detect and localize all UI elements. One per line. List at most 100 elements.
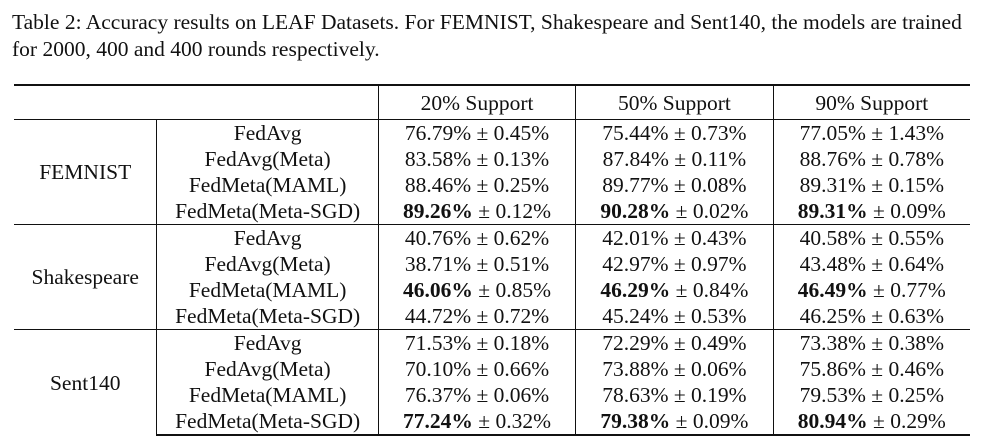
accuracy-std: 0.43% — [691, 226, 747, 250]
plus-minus-sign: ± — [675, 199, 688, 223]
plus-minus-sign: ± — [871, 173, 884, 197]
plus-minus-sign: ± — [476, 331, 489, 355]
accuracy-cell: 77.24% ± 0.32% — [377, 408, 576, 436]
accuracy-std: 0.06% — [691, 357, 747, 381]
accuracy-mean: 75.44% — [602, 121, 669, 145]
table-body: FEMNIST FedAvg 76.79% ± 0.45% 75.44% ± 0.73… — [14, 119, 970, 436]
table-row: FedMeta(MAML) 76.37% ± 0.06% 78.63% ± 0.19… — [14, 382, 970, 408]
plus-minus-sign: ± — [673, 383, 686, 407]
accuracy-std: 0.13% — [493, 147, 550, 171]
table-row: FEMNIST FedAvg 76.79% ± 0.45% 75.44% ± 0.73… — [14, 119, 970, 225]
method-name: FedMeta(Meta-SGD) — [156, 303, 379, 330]
accuracy-cell: 89.77% ± 0.08% — [575, 172, 774, 198]
method-name: FedMeta(MAML) — [156, 277, 379, 303]
accuracy-cell: 70.10% ± 0.66% — [377, 356, 576, 382]
accuracy-cell: 44.72% ± 0.72% — [377, 303, 576, 330]
accuracy-mean: 87.84% — [602, 147, 669, 171]
method-name: FedMeta(Meta-SGD) — [156, 408, 379, 436]
accuracy-std: 0.32% — [495, 409, 551, 433]
plus-minus-sign: ± — [871, 331, 884, 355]
accuracy-cell: 72.29% ± 0.49% — [575, 329, 774, 356]
accuracy-mean: 42.97% — [602, 252, 669, 276]
plus-minus-sign: ± — [674, 147, 687, 171]
accuracy-std: 0.02% — [692, 199, 749, 223]
accuracy-std: 0.63% — [888, 304, 944, 328]
header-col-20-support: 20% Support — [377, 84, 576, 120]
accuracy-cell: 75.86% ± 0.46% — [772, 356, 970, 382]
accuracy-std: 0.12% — [495, 199, 551, 223]
plus-minus-sign: ± — [675, 409, 688, 433]
plus-minus-sign: ± — [476, 173, 489, 197]
method-name: FedAvg(Meta) — [156, 251, 379, 277]
accuracy-mean: 73.38% — [799, 331, 866, 355]
accuracy-mean: 42.01% — [602, 226, 669, 250]
accuracy-std: 0.72% — [493, 304, 550, 328]
accuracy-cell: 43.48% ± 0.64% — [772, 251, 970, 277]
table-row: Sent140 FedAvg 71.53% ± 0.18% 72.29% ± 0.49… — [14, 329, 970, 435]
plus-minus-sign: ± — [871, 383, 884, 407]
plus-minus-sign: ± — [871, 357, 884, 381]
method-name: FedAvg — [156, 224, 379, 251]
accuracy-std: 0.29% — [890, 409, 946, 433]
accuracy-mean: 38.71% — [404, 252, 472, 276]
accuracy-std: 0.62% — [493, 226, 550, 250]
accuracy-std: 0.19% — [691, 383, 747, 407]
accuracy-cell: 40.76% ± 0.62% — [377, 224, 576, 251]
table-caption: Table 2: Accuracy results on LEAF Datase… — [12, 10, 962, 61]
header-row: 20% Support 50% Support 90% Support — [14, 84, 970, 120]
accuracy-cell: 89.26% ± 0.12% — [377, 198, 576, 225]
plus-minus-sign: ± — [476, 147, 489, 171]
accuracy-cell: 89.31% ± 0.09% — [772, 198, 970, 225]
accuracy-mean: 71.53% — [404, 331, 472, 355]
accuracy-mean: 40.76% — [404, 226, 472, 250]
accuracy-cell: 46.25% ± 0.63% — [772, 303, 970, 330]
accuracy-mean: 89.26% — [403, 199, 473, 223]
table-header: 20% Support 50% Support 90% Support — [14, 84, 970, 120]
dataset-name: Shakespeare — [14, 224, 157, 330]
plus-minus-sign: ± — [873, 278, 885, 302]
accuracy-cell: 73.88% ± 0.06% — [575, 356, 774, 382]
accuracy-cell: 77.05% ± 1.43% — [772, 119, 970, 146]
plus-minus-sign: ± — [478, 199, 491, 223]
accuracy-std: 0.38% — [888, 331, 944, 355]
accuracy-cell: 73.38% ± 0.38% — [772, 329, 970, 356]
accuracy-std: 0.64% — [888, 252, 944, 276]
plus-minus-sign: ± — [476, 252, 489, 276]
method-name: FedMeta(Meta-SGD) — [156, 198, 379, 225]
accuracy-mean: 73.88% — [602, 357, 669, 381]
table-row: FedAvg(Meta) 38.71% ± 0.51% 42.97% ± 0.97%… — [14, 251, 970, 277]
plus-minus-sign: ± — [871, 252, 884, 276]
accuracy-mean: 70.10% — [404, 357, 472, 381]
accuracy-std: 0.78% — [888, 147, 944, 171]
accuracy-cell: 78.63% ± 0.19% — [575, 382, 774, 408]
accuracy-cell: 87.84% ± 0.11% — [575, 146, 774, 172]
table-row: FedMeta(Meta-SGD) 89.26% ± 0.12% 90.28% ± … — [14, 198, 970, 225]
accuracy-mean: 72.29% — [602, 331, 669, 355]
header-blank-method — [156, 84, 379, 120]
accuracy-cell: 42.97% ± 0.97% — [575, 251, 774, 277]
accuracy-cell: 89.31% ± 0.15% — [772, 172, 970, 198]
table-row: FedAvg(Meta) 83.58% ± 0.13% 87.84% ± 0.11%… — [14, 146, 970, 172]
accuracy-mean: 77.24% — [403, 409, 473, 433]
accuracy-std: 0.85% — [495, 278, 551, 302]
accuracy-cell: 71.53% ± 0.18% — [377, 329, 576, 356]
accuracy-std: 0.25% — [888, 383, 944, 407]
plus-minus-sign: ± — [673, 331, 686, 355]
accuracy-std: 0.46% — [888, 357, 944, 381]
table-row: FedMeta(MAML) 46.06% ± 0.85% 46.29% ± 0.84… — [14, 277, 970, 303]
accuracy-std: 0.18% — [493, 331, 550, 355]
accuracy-cell: 79.53% ± 0.25% — [772, 382, 970, 408]
accuracy-mean: 79.53% — [799, 383, 866, 407]
accuracy-cell: 38.71% ± 0.51% — [377, 251, 576, 277]
accuracy-cell: 45.24% ± 0.53% — [575, 303, 774, 330]
accuracy-mean: 44.72% — [404, 304, 472, 328]
accuracy-std: 0.66% — [493, 357, 550, 381]
accuracy-mean: 90.28% — [600, 199, 671, 223]
accuracy-std: 0.84% — [692, 278, 749, 302]
plus-minus-sign: ± — [673, 121, 686, 145]
accuracy-std: 0.09% — [890, 199, 946, 223]
accuracy-cell: 46.49% ± 0.77% — [772, 277, 970, 303]
accuracy-cell: 80.94% ± 0.29% — [772, 408, 970, 436]
accuracy-std: 0.55% — [888, 226, 944, 250]
dataset-name: Sent140 — [14, 329, 157, 435]
